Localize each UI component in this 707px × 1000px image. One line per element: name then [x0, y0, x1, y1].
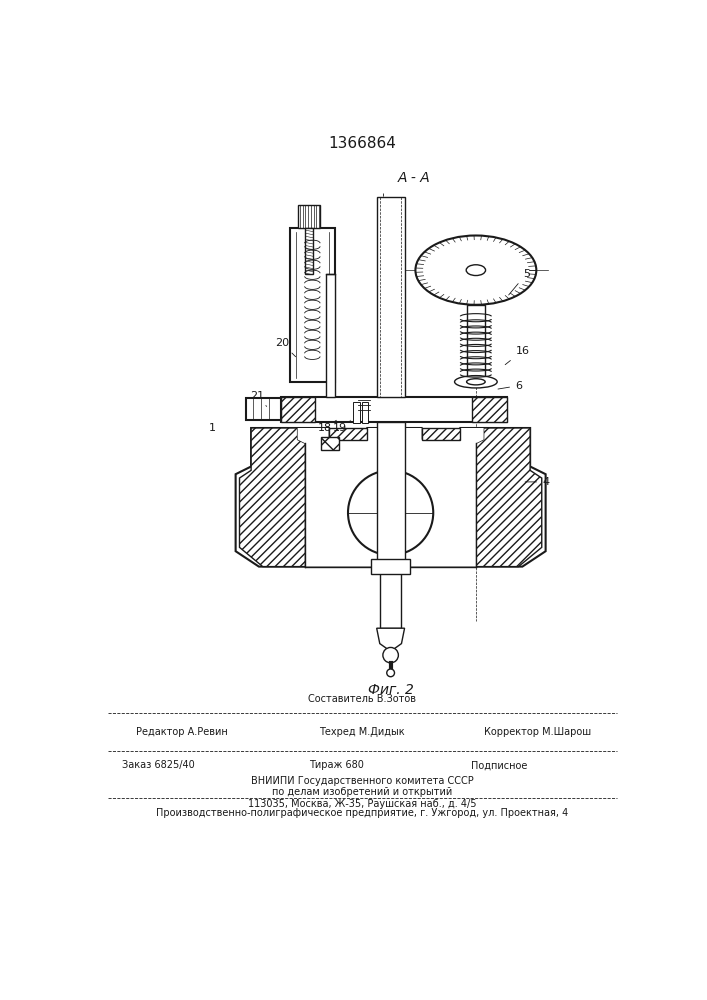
Text: 5: 5	[508, 269, 530, 295]
Bar	[380, 567, 402, 628]
Polygon shape	[235, 428, 546, 567]
Bar	[354, 402, 360, 423]
Circle shape	[387, 669, 395, 677]
Polygon shape	[298, 428, 484, 567]
Bar	[421, 428, 460, 440]
Bar	[371, 559, 410, 574]
Text: 21: 21	[250, 391, 267, 406]
Bar	[325, 274, 335, 397]
Text: А - А: А - А	[397, 171, 431, 185]
Text: 4: 4	[525, 477, 549, 487]
Bar	[321, 437, 339, 450]
Text: 16: 16	[506, 346, 530, 365]
Text: Производственно-полиграфическое предприятие, г. Ужгород, ул. Проектная, 4: Производственно-полиграфическое предприя…	[156, 808, 568, 818]
Text: 18: 18	[317, 420, 337, 433]
Circle shape	[348, 470, 433, 555]
Bar	[329, 428, 368, 440]
Polygon shape	[377, 628, 404, 651]
Text: Корректор М.Шарош: Корректор М.Шарош	[484, 727, 592, 737]
Text: 113035, Москва, Ж-35, Раушская наб., д. 4/5: 113035, Москва, Ж-35, Раушская наб., д. …	[247, 799, 477, 809]
Text: Составитель В.Зотов: Составитель В.Зотов	[308, 694, 416, 704]
Ellipse shape	[416, 235, 537, 305]
Text: 20: 20	[275, 338, 296, 357]
Text: Подписное: Подписное	[471, 760, 527, 770]
Text: Фиг. 2: Фиг. 2	[368, 683, 414, 697]
Bar	[362, 402, 368, 423]
Bar	[281, 397, 315, 422]
Bar	[246, 398, 281, 420]
Bar	[377, 197, 404, 397]
Polygon shape	[476, 428, 542, 567]
Bar	[467, 305, 485, 378]
Bar	[472, 397, 507, 422]
Circle shape	[383, 647, 398, 663]
Text: Техред М.Дидык: Техред М.Дидык	[319, 727, 405, 737]
Text: по делам изобретений и открытий: по делам изобретений и открытий	[271, 787, 452, 797]
Text: 6: 6	[498, 381, 522, 391]
Bar	[377, 422, 404, 567]
Ellipse shape	[466, 265, 486, 276]
Ellipse shape	[455, 376, 497, 388]
Text: Редактор А.Ревин: Редактор А.Ревин	[136, 727, 227, 737]
Bar	[290, 228, 335, 382]
Polygon shape	[240, 428, 305, 567]
Bar	[305, 228, 313, 274]
Ellipse shape	[467, 379, 485, 385]
Text: Тираж 680: Тираж 680	[309, 760, 364, 770]
Text: 1366864: 1366864	[328, 136, 396, 151]
Bar	[298, 205, 320, 228]
Text: 19: 19	[333, 420, 351, 433]
Text: 1: 1	[209, 423, 216, 433]
Bar	[281, 397, 507, 422]
Text: ВНИИПИ Государственного комитета СССР: ВНИИПИ Государственного комитета СССР	[250, 776, 473, 786]
Text: Заказ 6825/40: Заказ 6825/40	[122, 760, 194, 770]
